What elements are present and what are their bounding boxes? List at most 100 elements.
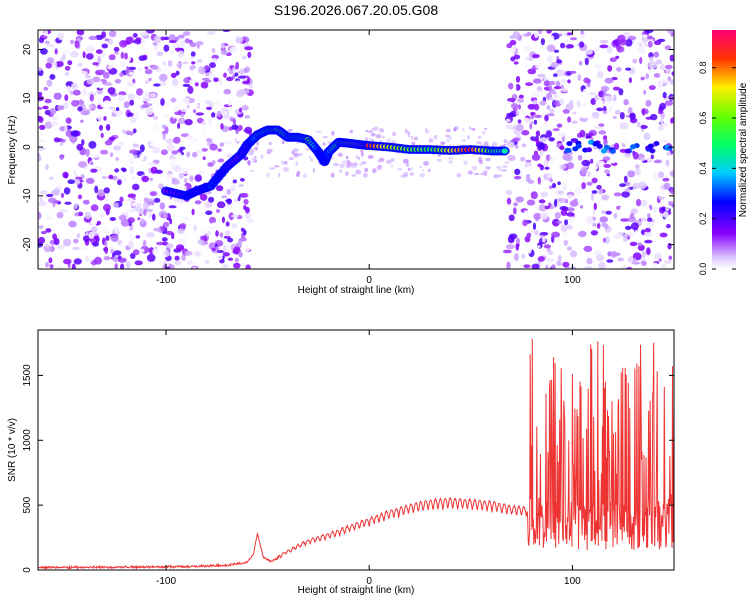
noise-speckle [174,111,182,116]
noise-speckle [97,97,102,105]
noise-speckle [244,46,254,51]
noise-speckle [604,77,614,84]
noise-speckle [223,72,227,78]
noise-speckle [44,40,50,45]
noise-speckle [202,120,206,126]
ridge-halo [469,126,472,130]
noise-speckle [170,97,177,103]
noise-speckle [90,204,99,212]
noise-speckle [83,199,90,205]
noise-speckle [613,142,620,150]
noise-speckle [231,201,235,207]
noise-speckle [242,56,247,60]
snr-y-ticks: 0 500 1000 1500 [22,364,674,573]
noise-speckle [81,139,85,146]
x-tick-label: -100 [156,576,176,587]
noise-speckle [553,49,560,53]
noise-speckle [521,130,530,136]
noise-speckle [215,89,220,96]
noise-speckle [603,163,612,168]
noise-speckle [45,216,53,220]
noise-speckle [114,225,120,234]
ridge-halo [293,149,298,155]
noise-speckle [540,212,549,220]
noise-speckle [635,168,641,176]
noise-speckle [624,225,632,230]
noise-speckle [548,137,555,142]
noise-speckle [214,101,223,106]
noise-speckle [659,102,667,110]
noise-speckle [566,162,575,170]
noise-speckle [144,80,149,84]
noise-speckle [231,191,240,197]
noise-speckle [60,154,64,161]
noise-speckle [85,132,89,137]
noise-speckle [139,98,144,106]
noise-speckle [665,159,670,167]
noise-speckle [179,223,187,229]
noise-speckle [184,38,191,44]
ridge-halo [297,153,304,156]
noise-speckle [637,242,642,247]
noise-speckle [606,173,610,177]
noise-speckle [46,79,53,87]
noise-speckle [109,136,116,141]
noise-speckle [44,121,53,129]
noise-speckle [546,104,551,110]
noise-speckle [550,141,555,148]
noise-speckle [189,79,198,84]
noise-speckle [551,147,557,152]
noise-speckle [191,61,196,65]
noise-speckle [177,50,185,59]
noise-speckle [62,102,69,109]
noise-speckle [208,72,216,79]
noise-speckle [48,176,54,181]
right-region-peak [666,145,673,151]
noise-speckle [626,266,633,269]
noise-speckle [38,67,43,72]
noise-speckle [224,184,231,190]
noise-speckle [591,111,600,119]
noise-speckle [85,148,90,157]
noise-speckle [653,160,663,164]
noise-speckle [211,222,215,229]
noise-speckle [194,174,202,182]
noise-speckle [668,255,673,261]
noise-speckle [164,126,169,134]
noise-speckle [103,187,111,194]
noise-speckle [522,117,531,126]
noise-speckle [601,194,609,201]
noise-speckle [659,232,668,238]
right-region-peak [592,141,599,147]
noise-speckle [149,177,153,182]
noise-speckle [195,235,201,239]
noise-speckle [88,231,95,239]
noise-speckle [84,211,92,220]
noise-speckle [619,112,625,120]
noise-speckle [197,239,204,245]
noise-speckle [47,197,57,204]
noise-speckle [115,107,120,112]
noise-speckle [586,82,591,88]
noise-speckle [182,31,191,36]
noise-speckle [669,187,674,195]
noise-speckle [226,198,232,205]
noise-speckle [191,208,195,216]
noise-speckle [125,36,133,45]
noise-speckle [71,263,76,269]
noise-speckle [69,134,78,143]
noise-speckle [586,216,594,224]
noise-speckle [243,205,247,210]
noise-speckle [166,230,174,236]
noise-speckle [667,30,674,34]
noise-speckle [581,182,586,190]
y-tick-label: 20 [22,44,33,56]
noise-speckle [533,212,542,220]
ridge-halo [409,172,414,176]
ridge-halo [485,157,491,162]
noise-speckle [43,86,49,91]
noise-speckle [623,139,632,146]
ridge-halo [278,173,281,177]
noise-speckle [243,245,251,252]
noise-speckle [232,74,236,79]
